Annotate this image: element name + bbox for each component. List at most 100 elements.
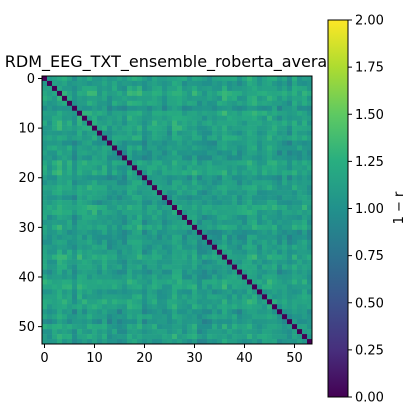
- heatmap-cell: [107, 284, 113, 290]
- heatmap-cell: [177, 319, 183, 325]
- heatmap-cell: [57, 289, 63, 295]
- heatmap-cell: [222, 76, 228, 82]
- heatmap-cell: [287, 76, 293, 82]
- heatmap-cell: [157, 125, 163, 131]
- heatmap-cell: [182, 200, 188, 206]
- heatmap-cell: [187, 130, 193, 136]
- heatmap-cell: [77, 150, 83, 156]
- heatmap-cell: [162, 324, 168, 330]
- heatmap-cell: [47, 314, 53, 320]
- heatmap-cell: [277, 279, 283, 285]
- heatmap-cell: [262, 234, 268, 241]
- heatmap-cell: [307, 329, 313, 335]
- heatmap-cell: [222, 274, 228, 280]
- heatmap-cell: [72, 254, 78, 260]
- heatmap-cell: [307, 205, 313, 211]
- heatmap-cell: [102, 214, 108, 221]
- heatmap-cell: [167, 110, 173, 117]
- heatmap-cell: [67, 165, 73, 171]
- heatmap-cell: [227, 165, 233, 171]
- heatmap-cell: [217, 195, 223, 201]
- heatmap-cell: [172, 284, 178, 290]
- heatmap-cell: [112, 85, 118, 92]
- heatmap-cell: [257, 170, 263, 176]
- heatmap-cell: [117, 224, 123, 231]
- heatmap-cell: [182, 130, 188, 136]
- heatmap-cell: [227, 214, 233, 221]
- heatmap-cell: [307, 239, 313, 246]
- heatmap-cell: [287, 100, 293, 107]
- heatmap-cell: [202, 294, 208, 300]
- heatmap-cell: [172, 90, 178, 97]
- heatmap-cell: [262, 185, 268, 191]
- heatmap-cell: [157, 140, 163, 146]
- heatmap-cell: [257, 294, 263, 300]
- heatmap-cell: [202, 334, 208, 340]
- heatmap-cell: [107, 229, 113, 236]
- heatmap-cell: [252, 95, 258, 102]
- heatmap-cell: [242, 339, 248, 345]
- heatmap-cell: [167, 274, 173, 280]
- heatmap-cell: [292, 150, 298, 156]
- heatmap-cell: [267, 224, 273, 231]
- heatmap-cell: [42, 234, 48, 241]
- heatmap-cell: [227, 195, 233, 201]
- heatmap-cell: [207, 110, 213, 117]
- heatmap-cell: [257, 249, 263, 255]
- heatmap-cell: [252, 110, 258, 117]
- x-tick-label: 40: [236, 351, 253, 366]
- heatmap-cell: [297, 234, 303, 241]
- heatmap-cell: [222, 284, 228, 290]
- heatmap-cell: [262, 210, 268, 216]
- heatmap-cell: [157, 105, 163, 112]
- heatmap-cell: [297, 115, 303, 121]
- heatmap-cell: [162, 160, 168, 166]
- heatmap-cell: [152, 234, 158, 241]
- heatmap-cell: [172, 210, 178, 216]
- heatmap-cell: [182, 90, 188, 97]
- heatmap-cell: [237, 140, 243, 146]
- heatmap-cell: [197, 314, 203, 320]
- heatmap-cell: [162, 140, 168, 146]
- heatmap-cell: [157, 274, 163, 280]
- heatmap-cell: [172, 170, 178, 176]
- heatmap-cell: [242, 214, 248, 221]
- heatmap-cell: [257, 80, 263, 87]
- heatmap-cell: [42, 244, 48, 251]
- heatmap-cell: [282, 264, 288, 270]
- heatmap-cell: [92, 319, 98, 325]
- heatmap-cell: [72, 80, 78, 87]
- heatmap-cell: [217, 279, 223, 285]
- heatmap-cell: [72, 150, 78, 156]
- heatmap-cell: [142, 80, 148, 87]
- heatmap-cell: [262, 324, 268, 330]
- heatmap-cell: [292, 85, 298, 92]
- heatmap-cell: [112, 324, 118, 330]
- heatmap-cell: [202, 324, 208, 330]
- heatmap-cell: [267, 135, 273, 141]
- heatmap-cell: [122, 145, 128, 151]
- heatmap-cell: [117, 254, 123, 260]
- heatmap-cell: [282, 304, 288, 310]
- heatmap-cell: [212, 160, 218, 166]
- heatmap-cell: [87, 95, 93, 102]
- heatmap-cell: [147, 110, 153, 117]
- heatmap-cell: [162, 289, 168, 295]
- heatmap-cell: [132, 279, 138, 285]
- heatmap-cell: [167, 195, 173, 201]
- heatmap-cell: [72, 219, 78, 226]
- heatmap-cell: [117, 190, 123, 196]
- heatmap-cell: [187, 284, 193, 290]
- heatmap-cell: [302, 150, 308, 156]
- heatmap-cell: [112, 180, 118, 186]
- heatmap-cell: [297, 334, 303, 340]
- heatmap-cell: [152, 85, 158, 92]
- heatmap-cell: [97, 324, 103, 330]
- heatmap-cell: [282, 80, 288, 87]
- heatmap-cell: [82, 314, 88, 320]
- heatmap-cell: [62, 85, 68, 92]
- heatmap-cell: [177, 299, 183, 305]
- heatmap-cell: [77, 115, 83, 121]
- heatmap-cell: [192, 145, 198, 151]
- heatmap-cell: [92, 125, 98, 131]
